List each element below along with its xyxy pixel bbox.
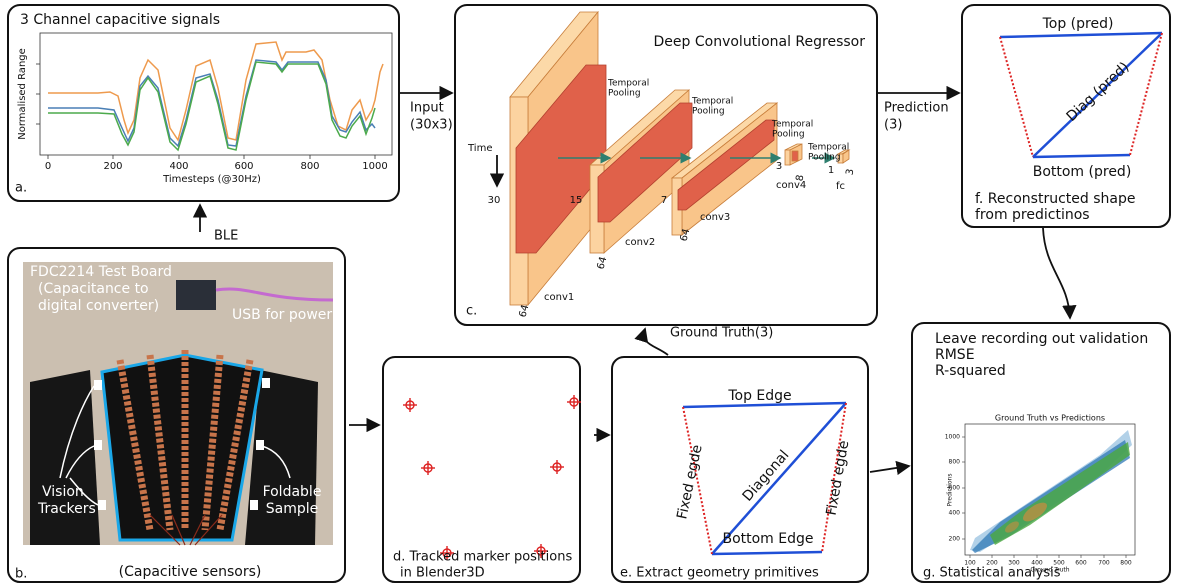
tick-label: 200: [986, 560, 998, 567]
axis-label: Normalised Range: [17, 48, 28, 140]
tick-label: 300: [1008, 560, 1020, 567]
caption: e. Extract geometry primitives: [620, 566, 819, 581]
label: digital converter): [38, 298, 159, 314]
label: USB for power: [232, 307, 332, 323]
layer-size: 7: [661, 195, 667, 206]
label: Sample: [266, 501, 319, 517]
layer-size: 30: [488, 195, 501, 206]
label: (Capacitive sensors): [119, 564, 262, 580]
panel-d: [382, 356, 581, 583]
tick-label: 400: [1031, 560, 1043, 567]
label: Pooling: [808, 153, 841, 163]
label: Foldable: [263, 484, 322, 500]
label: (Capacitance to: [38, 281, 149, 297]
tick-label: 200: [949, 536, 961, 543]
label: Bottom (pred): [1033, 164, 1132, 180]
layer-depth: 8: [795, 174, 807, 182]
panel-a: [7, 4, 400, 202]
axis-label: Time: [467, 143, 492, 154]
label: Trackers: [37, 501, 96, 517]
tick-label: 400: [949, 510, 961, 517]
geometry: [682, 401, 847, 556]
caption: d. Tracked marker positions: [393, 550, 572, 565]
tick-label: 700: [1098, 560, 1110, 567]
arrow-label: (30x3): [410, 118, 453, 133]
axis-label: Predictions: [947, 474, 954, 507]
arrow-label: Prediction: [884, 101, 949, 116]
layer-size: 3: [776, 161, 782, 172]
layer-depth: 64: [596, 256, 610, 271]
labels: 3 Channel capacitive signals Normalised R…: [15, 12, 1148, 582]
label: Vision: [42, 484, 84, 500]
arrow-label: Input: [410, 101, 444, 116]
caption: in Blender3D: [400, 566, 485, 581]
label: Conductive fabric stripes: [103, 547, 278, 563]
label: Temporal: [607, 79, 649, 89]
layer-name: fc: [836, 181, 845, 192]
panel-title: 3 Channel capacitive signals: [20, 12, 220, 28]
network: [509, 10, 851, 307]
label: Top (pred): [1042, 16, 1114, 32]
label: Temporal: [691, 97, 733, 107]
tick-label: 600: [949, 485, 961, 492]
label: Top Edge: [727, 388, 791, 404]
scatter-plot: [962, 423, 1136, 558]
panel-tag: a.: [15, 181, 27, 196]
markers: [403, 395, 581, 560]
arrow-e-g: [869, 460, 911, 476]
panel-e: [611, 356, 869, 583]
axis-label: Timesteps (@30Hz): [162, 174, 261, 185]
layer-depth: 3: [845, 168, 857, 176]
panel-title: Deep Convolutional Regressor: [654, 34, 866, 50]
tick-label: 800: [949, 459, 961, 466]
arrow-label: BLE: [214, 229, 238, 244]
axis-label: Ground Truth: [1030, 567, 1069, 574]
layer-name: conv2: [625, 237, 655, 248]
label: Bottom Edge: [722, 531, 813, 547]
tick-label: 500: [1053, 560, 1065, 567]
layer-name: conv3: [700, 212, 730, 223]
caption: g. Statistical analysis: [923, 566, 1061, 581]
tick-label: 600: [1075, 560, 1087, 567]
label: FDC2214 Test Board: [30, 264, 172, 280]
arrow-label: Ground Truth(3): [670, 326, 773, 341]
tick-label: 1000: [945, 434, 960, 441]
label: Temporal: [771, 120, 813, 130]
tick-label: 1000: [362, 161, 387, 172]
signal-plot: [36, 32, 393, 159]
arrow-ground-truth: [634, 327, 669, 356]
arrow-f-g: [1042, 227, 1077, 320]
metric: R-squared: [935, 363, 1006, 379]
photo: [23, 262, 334, 546]
panel-tag: b.: [15, 567, 27, 582]
label: Pooling: [772, 130, 805, 140]
label: Temporal: [807, 143, 849, 153]
tick-label: 800: [1120, 560, 1132, 567]
metric: RMSE: [935, 347, 975, 363]
tick-label: 600: [234, 161, 253, 172]
tick-label: 200: [103, 161, 122, 172]
caption: from predictinos: [975, 207, 1090, 223]
arrow-label: (3): [884, 118, 902, 133]
tick-label: 400: [169, 161, 188, 172]
layer-name: conv4: [776, 180, 806, 191]
pred-shape: [999, 31, 1163, 159]
label: Pooling: [608, 89, 641, 99]
layer-name: conv1: [544, 292, 574, 303]
panel-tag: c.: [466, 304, 477, 319]
label: Pooling: [692, 107, 725, 117]
layer-size: 15: [570, 195, 583, 206]
layer-depth: 64: [679, 228, 693, 243]
tick-label: 100: [964, 560, 976, 567]
panel-f: [961, 4, 1171, 228]
tick-label: 800: [300, 161, 319, 172]
caption: f. Reconstructed shape: [975, 191, 1135, 207]
layer-depth: 64: [518, 304, 532, 319]
plot-title: Ground Truth vs Predictions: [995, 414, 1105, 423]
layer-size: 1: [828, 165, 834, 176]
tick-label: 0: [45, 161, 51, 172]
metric: Leave recording out validation: [935, 331, 1148, 347]
